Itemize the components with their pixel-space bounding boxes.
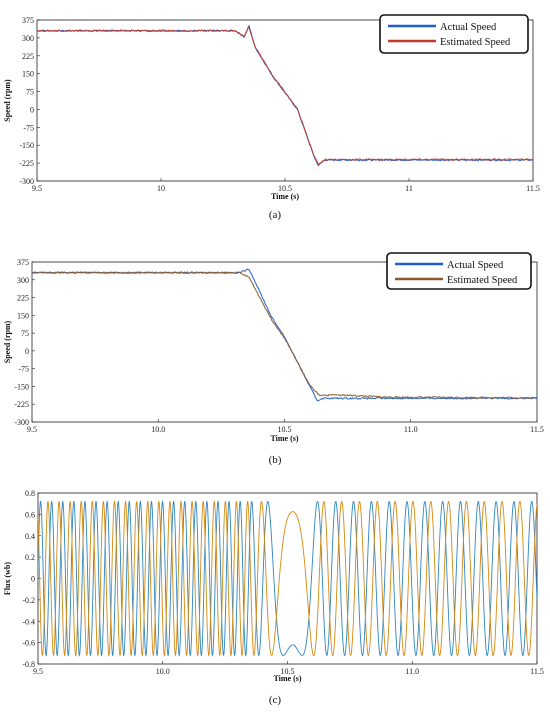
y-tick-label: 150 bbox=[17, 311, 29, 320]
y-tick-label: 0 bbox=[25, 347, 29, 356]
chart-caption: (b) bbox=[269, 454, 282, 466]
y-tick-label: -225 bbox=[14, 400, 29, 409]
y-tick-label: 0 bbox=[31, 575, 35, 584]
x-tick-label: 10.5 bbox=[278, 425, 292, 434]
y-tick-label: 225 bbox=[17, 294, 29, 303]
y-tick-label: 0.2 bbox=[25, 553, 35, 562]
x-tick-label: 11.5 bbox=[530, 667, 544, 676]
x-tick-label: 9.5 bbox=[32, 184, 42, 193]
y-tick-label: 225 bbox=[22, 52, 34, 61]
speed-series-line-estimated bbox=[37, 25, 533, 166]
x-tick-label: 9.5 bbox=[33, 667, 43, 676]
legend: Actual Speed Estimated Speed bbox=[379, 14, 529, 54]
chart-caption: (a) bbox=[269, 209, 282, 221]
x-tick-label: 11.5 bbox=[526, 184, 540, 193]
legend-entry: Estimated Speed bbox=[440, 37, 511, 48]
y-axis-label: Speed (rpm) bbox=[3, 320, 12, 363]
y-tick-label: 75 bbox=[21, 329, 29, 338]
legend-entry: Estimated Speed bbox=[447, 275, 518, 286]
y-tick-label: -150 bbox=[14, 382, 29, 391]
y-tick-label: 0.6 bbox=[25, 510, 35, 519]
x-tick-label: 11 bbox=[405, 184, 413, 193]
y-tick-label: 300 bbox=[17, 276, 29, 285]
x-tick-label: 10.0 bbox=[156, 667, 170, 676]
legend: Actual Speed Estimated Speed bbox=[386, 252, 532, 290]
y-tick-label: -150 bbox=[19, 141, 34, 150]
y-tick-label: -0.2 bbox=[22, 596, 35, 605]
chart-caption: (c) bbox=[269, 694, 282, 706]
x-tick-label: 9.5 bbox=[27, 425, 37, 434]
y-tick-label: -0.8 bbox=[22, 660, 35, 669]
x-tick-label: 10.0 bbox=[151, 425, 165, 434]
y-tick-label: -0.4 bbox=[22, 617, 35, 626]
speed-series-line-estimated bbox=[32, 271, 537, 400]
y-tick-label: -75 bbox=[18, 365, 29, 374]
y-tick-label: 0.4 bbox=[25, 532, 35, 541]
x-axis-label: Time (s) bbox=[273, 674, 301, 683]
chart-c: 0.8 0.6 0.4 0.2 0 -0.2 -0.4 -0.6 -0.89.5 10.0 10.5… bbox=[3, 489, 544, 706]
x-tick-label: 10.5 bbox=[278, 184, 292, 193]
y-tick-label: -300 bbox=[19, 177, 34, 186]
y-axis-label: Flux (wb) bbox=[3, 562, 12, 595]
y-tick-label: -0.6 bbox=[22, 639, 35, 648]
y-tick-label: -300 bbox=[14, 418, 29, 427]
y-axis-label: Speed (rpm) bbox=[3, 79, 12, 122]
y-tick-label: 150 bbox=[22, 70, 34, 79]
x-axis-label: Time (s) bbox=[271, 192, 299, 201]
x-tick-label: 10.5 bbox=[281, 667, 295, 676]
y-tick-label: 0 bbox=[30, 105, 34, 114]
y-tick-label: 75 bbox=[26, 88, 34, 97]
x-tick-label: 11.5 bbox=[530, 425, 544, 434]
y-tick-label: 375 bbox=[17, 258, 29, 267]
flux-series-line bbox=[38, 500, 537, 657]
x-tick-label: 11.0 bbox=[405, 667, 419, 676]
x-axis-label: Time (s) bbox=[270, 434, 298, 443]
legend-entry: Actual Speed bbox=[440, 22, 497, 33]
y-tick-label: -75 bbox=[23, 123, 34, 132]
flux-series-line bbox=[38, 500, 537, 657]
y-tick-label: -225 bbox=[19, 159, 34, 168]
x-tick-label: 11.0 bbox=[404, 425, 418, 434]
y-tick-label: 0.8 bbox=[25, 489, 35, 498]
legend-box bbox=[379, 14, 529, 54]
legend-entry: Actual Speed bbox=[447, 260, 504, 271]
x-tick-label: 10 bbox=[157, 184, 165, 193]
y-tick-label: 375 bbox=[22, 16, 34, 25]
y-tick-label: 300 bbox=[22, 34, 34, 43]
